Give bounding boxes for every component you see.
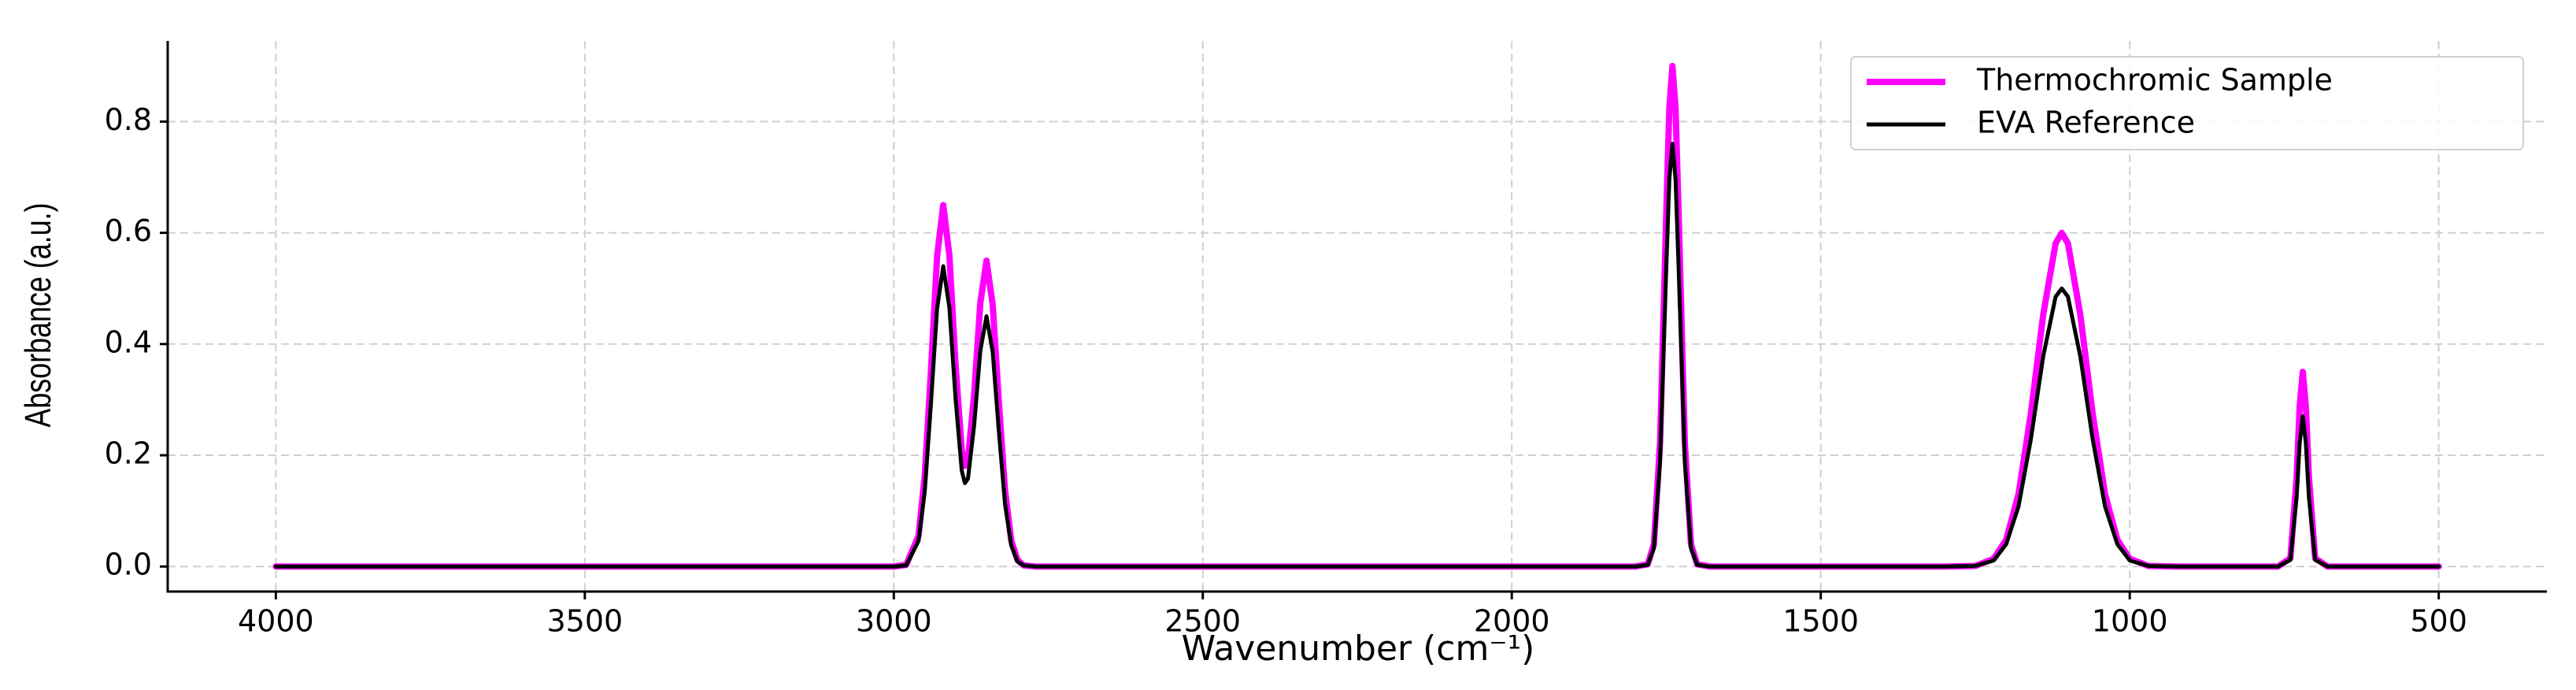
x-tick-label: 500 [2410,604,2467,639]
x-tick-label: 2500 [1164,604,1241,639]
y-axis-label: Absorbance (a.u.) [18,202,58,427]
y-tick-label: 0.0 [105,547,152,582]
x-tick-label: 2000 [1474,604,1550,639]
legend-label: EVA Reference [1977,106,2195,140]
x-tick-label: 4000 [238,604,314,639]
legend: Thermochromic Sample EVA Reference [1850,56,2524,150]
x-axis-label: Wavenumber (cm⁻¹) [1182,629,1535,669]
y-tick-label: 0.8 [105,102,152,137]
x-tick-label: 1500 [1782,604,1859,639]
x-tick-label: 3500 [546,604,623,639]
y-tick-label: 0.2 [105,436,152,471]
legend-frame [1850,56,2524,150]
x-tick-label: 1000 [2092,604,2168,639]
legend-label: Thermochromic Sample [1976,63,2333,98]
y-tick-label: 0.4 [105,325,152,359]
series-line [273,142,2441,569]
x-tick-label: 3000 [856,604,932,639]
y-tick-label: 0.6 [105,213,152,248]
